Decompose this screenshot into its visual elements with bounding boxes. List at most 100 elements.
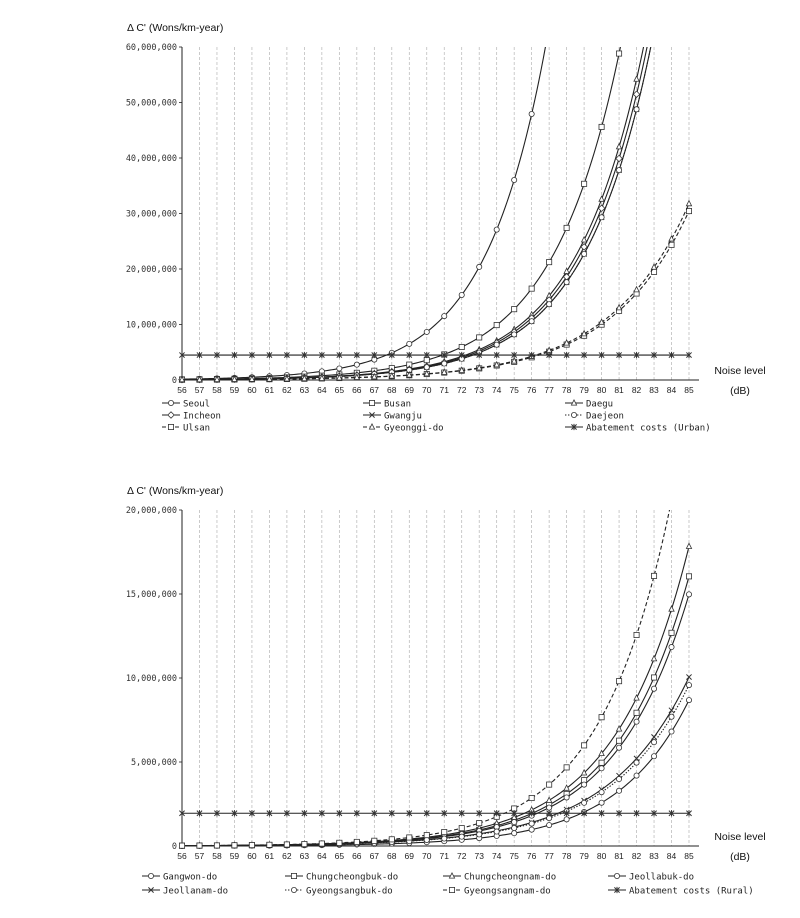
legend-item-daegu: Daegu [565, 399, 613, 410]
data-point [266, 375, 273, 382]
grid [199, 47, 690, 380]
data-point [511, 825, 518, 832]
data-point [633, 759, 640, 766]
data-point [598, 810, 605, 817]
data-point [668, 605, 675, 612]
data-point [598, 749, 605, 757]
series-line [181, 676, 690, 847]
x-axis-label: Noise level [714, 831, 765, 843]
data-point [213, 842, 220, 849]
x-tick-label: 66 [352, 851, 362, 861]
x-tick-label: 80 [597, 851, 607, 861]
x-tick-label: 71 [440, 851, 450, 861]
series-line [181, 47, 648, 381]
x-tick-label: 67 [370, 851, 380, 861]
legend-item-gangwon-do: Gangwon-do [142, 873, 217, 883]
data-point [563, 279, 570, 286]
legend-item-gwangju: Gwangju [363, 412, 422, 422]
data-point [633, 718, 640, 725]
x-tick-label: 75 [509, 851, 519, 861]
data-point [633, 285, 640, 293]
data-point [633, 810, 640, 817]
data-point [686, 591, 693, 598]
data-point [179, 351, 185, 359]
legend-marker [369, 412, 375, 418]
grid [199, 510, 690, 846]
data-point [633, 106, 640, 113]
data-point [423, 364, 430, 371]
data-point [546, 781, 553, 788]
data-point [388, 372, 396, 379]
data-point [283, 351, 290, 359]
x-tick-label: 81 [614, 851, 624, 861]
legend-marker [368, 423, 376, 430]
data-point [388, 351, 395, 359]
data-point [336, 365, 343, 372]
data-point [685, 199, 693, 207]
x-tick-label: 56 [177, 385, 187, 395]
legend-label: Daegu [586, 400, 613, 410]
x-tick-label: 72 [457, 385, 467, 395]
series-line [181, 210, 690, 381]
data-point [178, 375, 186, 383]
rural-chart: Δ C' (Wons/km-year) 0 5,000,000 10,000,000 1… [126, 485, 766, 897]
data-point [406, 810, 413, 817]
data-point [440, 368, 448, 375]
data-point [423, 351, 430, 359]
data-point [668, 234, 675, 242]
series-chungcheongbuk-do [178, 573, 693, 849]
x-tick-label: 63 [300, 385, 310, 395]
data-point [651, 734, 657, 740]
x-tick-label: 82 [632, 385, 642, 395]
data-point [616, 744, 623, 751]
data-point [580, 243, 588, 251]
x-tick-label: 69 [405, 851, 415, 861]
series-jeollanam-do [179, 674, 692, 849]
data-point [353, 361, 360, 368]
data-point [371, 837, 378, 844]
data-point [318, 351, 325, 359]
legend-marker [148, 887, 154, 893]
x-tick-label: 60 [247, 385, 257, 395]
data-point [598, 799, 605, 806]
data-point [511, 306, 518, 313]
data-point [511, 351, 518, 359]
legend-label: Seoul [183, 400, 210, 410]
x-tick-label: 79 [579, 851, 589, 861]
data-point [511, 331, 518, 338]
data-point [441, 810, 448, 817]
data-point [581, 351, 588, 359]
data-point [231, 810, 238, 817]
x-tick-label: 66 [352, 385, 362, 395]
data-point [581, 799, 588, 806]
data-point [651, 674, 658, 681]
data-point [511, 830, 518, 837]
data-point [353, 810, 360, 817]
data-point [546, 301, 553, 308]
data-point [598, 759, 605, 766]
legend-item-jeollabuk-do: Jeollabuk-do [608, 873, 694, 883]
data-point [476, 810, 483, 817]
series-gyeongsangnam-do [178, 510, 671, 849]
data-point [458, 833, 465, 840]
data-point [248, 351, 255, 359]
data-point [196, 842, 203, 849]
data-point [511, 810, 518, 817]
x-tick-label: 80 [597, 385, 607, 395]
legend-item-busan: Busan [363, 400, 411, 410]
legend-item-incheon: Incheon [162, 411, 221, 422]
y-tick-label: 0 [172, 842, 177, 852]
data-point [301, 841, 308, 848]
data-point [371, 372, 378, 380]
y-tick-label: 15,000,000 [126, 590, 177, 600]
data-point [563, 794, 570, 801]
x-tick-label: 57 [195, 385, 205, 395]
x-tick-label: 85 [684, 851, 694, 861]
data-point [633, 631, 640, 638]
data-point [686, 208, 693, 215]
data-point [581, 180, 588, 187]
series-abatement-costs-urban [179, 351, 692, 359]
data-point [632, 90, 641, 98]
data-point [528, 826, 535, 833]
series-line [182, 576, 690, 847]
